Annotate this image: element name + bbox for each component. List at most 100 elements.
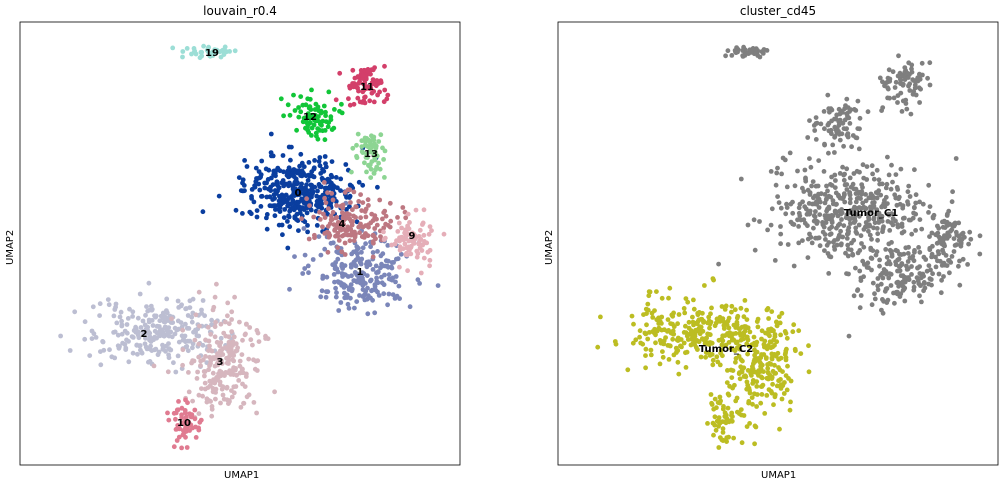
cell-point [828,194,834,200]
cell-point [319,122,324,128]
cell-point [788,378,794,384]
cell-point [953,156,959,161]
cell-point [290,197,296,203]
cell-point [244,322,249,327]
cell-point [221,330,227,336]
cell-point [209,404,215,409]
cell-point [654,289,659,294]
cell-point [106,302,112,308]
cell-point [343,228,349,234]
cell-point [809,240,815,246]
cell-point [913,228,918,233]
cell-point [871,203,877,209]
cell-point [197,419,203,425]
cell-point [248,337,254,343]
cell-point [279,180,285,186]
cell-point [839,207,844,212]
cell-point [733,340,739,346]
cluster-tumor_c1-points-4 [927,199,983,269]
cell-point [898,77,904,83]
cell-point [815,183,821,189]
cell-point [344,292,350,298]
cell-point [631,321,636,327]
cell-point [119,322,125,328]
cell-point [210,307,216,313]
cell-point [787,407,793,413]
cell-point [287,286,292,292]
cell-point [926,263,932,268]
cell-point [311,122,317,128]
cell-point [710,420,716,426]
cell-point [306,160,312,165]
cell-point [322,137,328,143]
cell-point [787,150,793,156]
cell-point [291,92,296,98]
cell-point [306,270,311,276]
cell-point [226,321,232,327]
plot-frame-right [557,21,999,466]
cell-point [364,169,369,175]
cell-point [811,218,817,224]
cluster-label-11: 11 [360,82,374,93]
cell-point [806,211,812,217]
cell-point [900,98,906,104]
cell-point [798,351,804,356]
cell-point [202,369,208,374]
cell-point [907,88,913,93]
cell-point [196,289,202,295]
cell-point [367,149,373,155]
cell-point [886,172,892,178]
cell-point [726,434,731,440]
cell-point [237,363,243,369]
cell-point [960,230,966,236]
cell-point [845,114,850,119]
cell-point [739,369,745,375]
cell-point [881,267,887,272]
cell-point [72,309,78,315]
cell-point [854,135,860,141]
cell-point [160,346,166,352]
cell-point [825,92,831,98]
cell-point [188,414,194,420]
cell-point [889,249,894,254]
cell-point [851,237,857,243]
cell-point [667,343,672,348]
cell-point [595,344,601,350]
cell-point [192,416,198,422]
cell-point [179,415,185,420]
cell-point [347,102,353,108]
cell-point [333,294,339,300]
cell-point [176,326,181,332]
cell-point [705,331,710,337]
cell-point [307,203,312,209]
cell-point [807,118,812,123]
cell-point [304,210,310,216]
cell-point [707,321,713,326]
cell-point [913,192,919,198]
cell-point [354,244,360,250]
cell-point [350,67,356,73]
cell-point [826,150,831,156]
cell-point [364,259,370,265]
cell-point [314,223,320,228]
cell-point [714,418,720,424]
cell-point [220,352,226,357]
cell-point [191,358,197,364]
cell-point [148,343,154,349]
cell-point [179,333,185,339]
cell-point [155,352,161,358]
cell-point [205,385,211,390]
cell-point [194,376,200,381]
cell-point [857,205,862,210]
cell-point [184,445,190,450]
cell-point [805,223,810,229]
cell-point [909,255,915,261]
cell-point [368,244,373,250]
cell-point [679,344,684,350]
cell-point [362,94,368,100]
cell-point [775,194,780,200]
cell-point [845,227,851,233]
cell-point [726,340,732,345]
cell-point [352,229,357,235]
cell-point [887,95,892,101]
